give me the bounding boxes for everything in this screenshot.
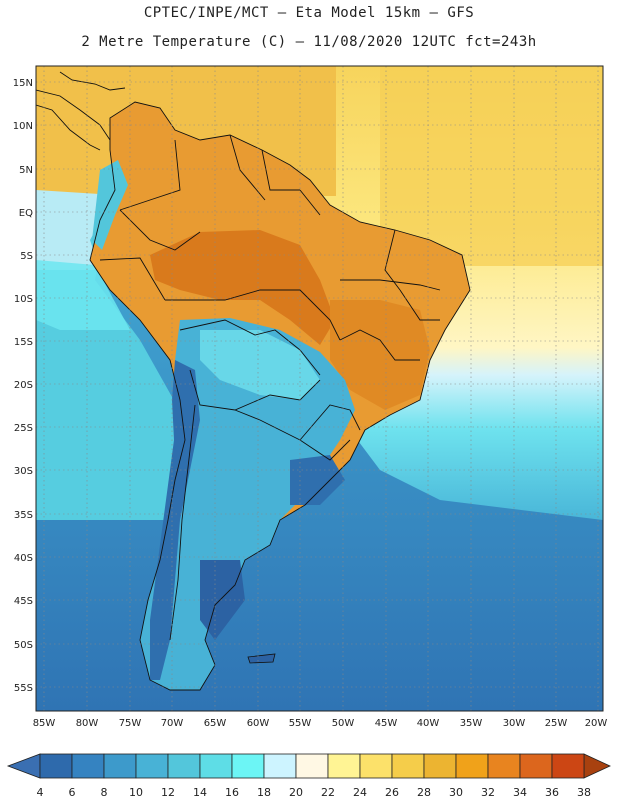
- lon-label: 45W: [375, 718, 398, 729]
- colorbar-cell: [263, 753, 297, 779]
- colorbar-cell: [359, 753, 393, 779]
- lat-label: 50S: [14, 640, 33, 651]
- lon-label: 65W: [204, 718, 227, 729]
- map-title-line2: 2 Metre Temperature (C) – 11/08/2020 12U…: [81, 34, 537, 50]
- colorbar-cell: [39, 753, 73, 779]
- colorbar-label: 4: [37, 786, 44, 799]
- colorbar-label: 28: [417, 786, 431, 799]
- map-plot-area: [36, 66, 603, 711]
- colorbar-label: 14: [193, 786, 207, 799]
- colorbar-label: 36: [545, 786, 559, 799]
- lat-label: 10N: [13, 121, 33, 132]
- colorbar-cell: [199, 753, 233, 779]
- colorbar-label: 24: [353, 786, 367, 799]
- lon-label: 30W: [503, 718, 526, 729]
- colorbar-label: 18: [257, 786, 271, 799]
- lat-label: 35S: [14, 510, 33, 521]
- lat-label: 40S: [14, 553, 33, 564]
- lat-label: 30S: [14, 466, 33, 477]
- colorbar-cell: [455, 753, 489, 779]
- latitude-labels: 15N 10N 5N EQ 5S 10S 15S 20S 25S 30S 35S…: [13, 78, 33, 694]
- lat-label: 10S: [14, 294, 33, 305]
- patagonia-field: [200, 560, 245, 640]
- lon-label: 60W: [247, 718, 270, 729]
- central-america-coast: [36, 71, 126, 151]
- lon-label: 50W: [332, 718, 355, 729]
- colorbar-cell: [551, 753, 585, 779]
- colorbar-cell: [391, 753, 425, 779]
- lon-label: 85W: [33, 718, 56, 729]
- colorbar-cell: [135, 753, 169, 779]
- colorbar-cell: [327, 753, 361, 779]
- colorbar-label: 12: [161, 786, 175, 799]
- map-frame: [35, 65, 604, 712]
- lon-label: 35W: [460, 718, 483, 729]
- colorbar-cell: [519, 753, 553, 779]
- lat-label: EQ: [19, 208, 33, 219]
- longitude-labels: 85W 80W 75W 70W 65W 60W 55W 50W 45W 40W …: [33, 718, 608, 729]
- colorbar-label: 34: [513, 786, 527, 799]
- colorbar-label: 32: [481, 786, 495, 799]
- colorbar-low-arrow: [6, 753, 41, 779]
- colorbar-label: 30: [449, 786, 463, 799]
- lat-label: 55S: [14, 683, 33, 694]
- lat-label: 5N: [19, 165, 33, 176]
- colorbar: 4 6 8 10 12 14 16 18 20 22 24 26 28 30 32 34 36 38: [6, 753, 611, 799]
- amazon-hot-core: [150, 230, 335, 345]
- atlantic-tropical-warm: [380, 66, 603, 266]
- colorbar-cell: [295, 753, 329, 779]
- lon-label: 55W: [289, 718, 312, 729]
- colorbar-cell: [103, 753, 137, 779]
- lon-label: 25W: [545, 718, 568, 729]
- lat-label: 15S: [14, 337, 33, 348]
- colorbar-cell: [487, 753, 521, 779]
- colorbar-cell: [231, 753, 265, 779]
- uruguay-cool: [290, 455, 345, 505]
- falkland-islands: [247, 653, 276, 664]
- lat-label: 20S: [14, 380, 33, 391]
- colorbar-cell: [423, 753, 457, 779]
- pacific-equatorial-field: [36, 190, 115, 270]
- colorbar-label: 26: [385, 786, 399, 799]
- colorbar-label: 38: [577, 786, 591, 799]
- lon-label: 75W: [119, 718, 142, 729]
- colorbar-label: 8: [101, 786, 108, 799]
- map-title-line1: CPTEC/INPE/MCT – Eta Model 15km – GFS: [143, 5, 475, 21]
- lon-label: 80W: [76, 718, 99, 729]
- lat-label: 15N: [13, 78, 33, 89]
- grid-lines: [36, 66, 603, 711]
- lon-label: 70W: [161, 718, 184, 729]
- colorbar-label: 16: [225, 786, 239, 799]
- colorbar-cell: [71, 753, 105, 779]
- colorbar-cell: [167, 753, 201, 779]
- lat-label: 5S: [20, 251, 33, 262]
- colorbar-label: 6: [69, 786, 76, 799]
- lat-label: 25S: [14, 423, 33, 434]
- colorbar-high-arrow: [583, 753, 611, 779]
- colorbar-label: 10: [129, 786, 143, 799]
- lon-label: 20W: [585, 718, 608, 729]
- lon-label: 40W: [417, 718, 440, 729]
- colorbar-label: 22: [321, 786, 335, 799]
- colorbar-label: 20: [289, 786, 303, 799]
- lat-label: 45S: [14, 596, 33, 607]
